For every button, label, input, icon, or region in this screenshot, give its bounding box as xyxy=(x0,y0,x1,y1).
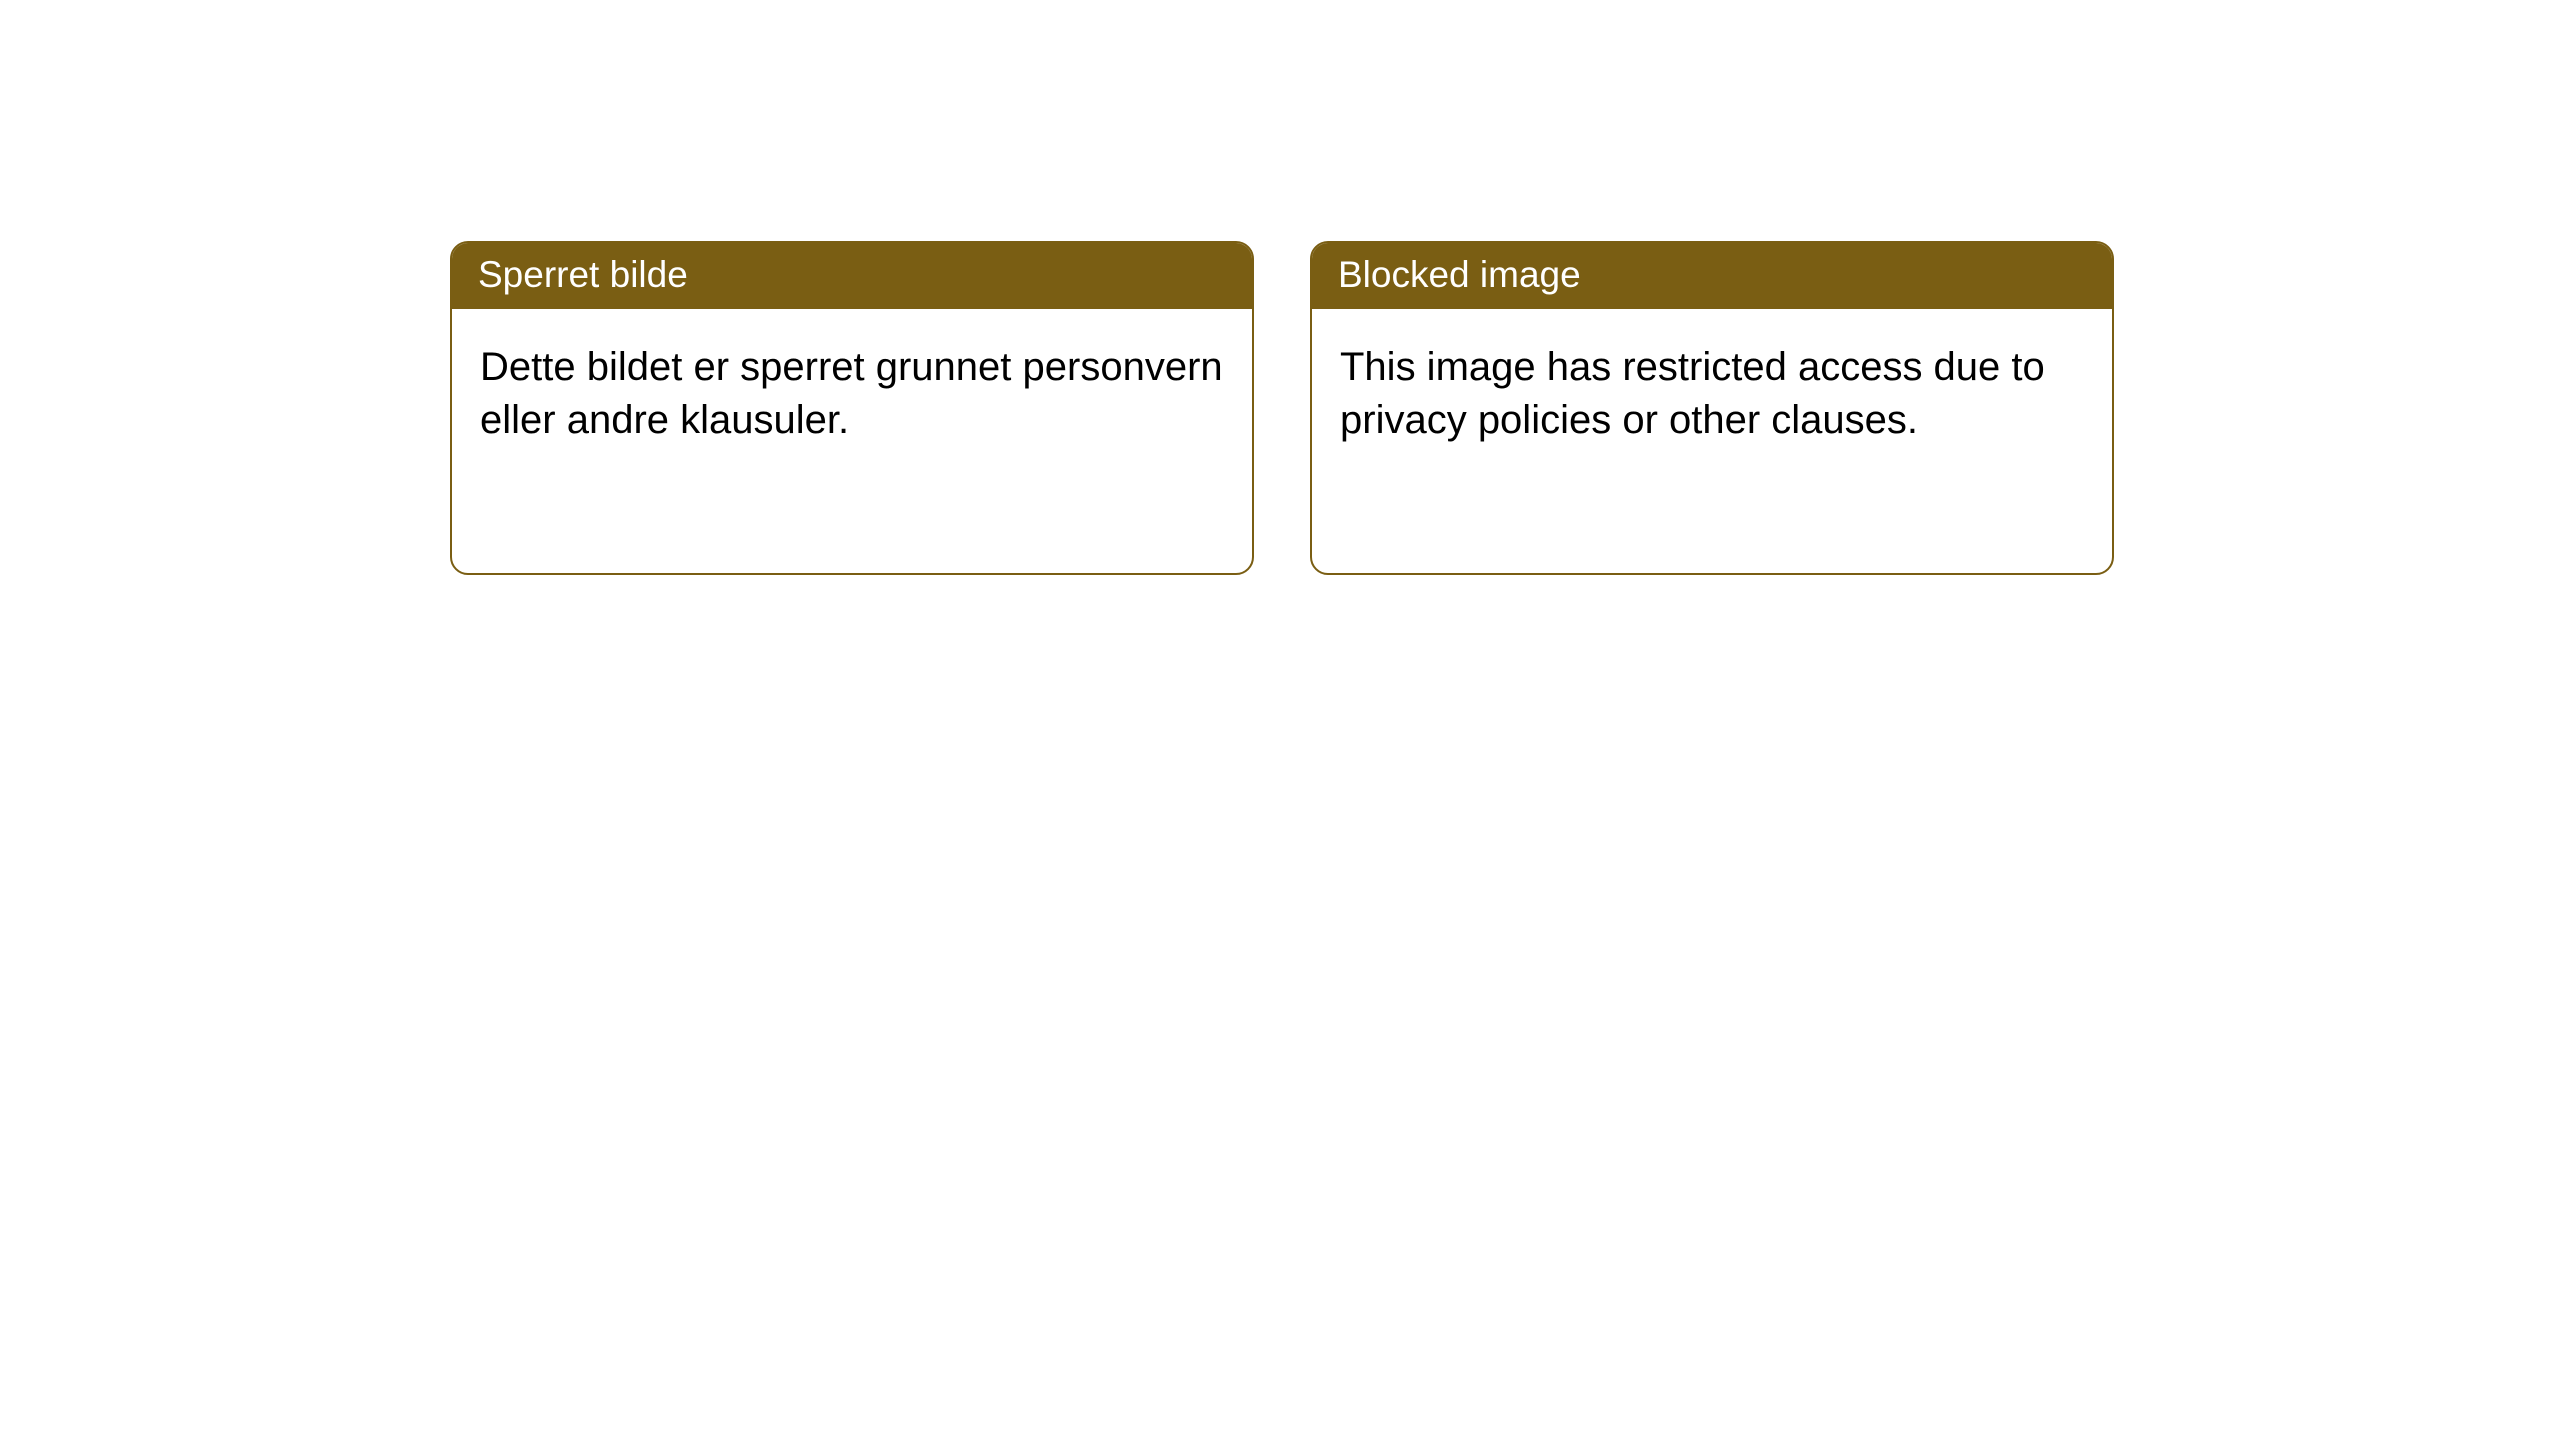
notice-title: Blocked image xyxy=(1312,243,2112,309)
notice-card-english: Blocked image This image has restricted … xyxy=(1310,241,2114,575)
notice-card-norwegian: Sperret bilde Dette bildet er sperret gr… xyxy=(450,241,1254,575)
notice-title: Sperret bilde xyxy=(452,243,1252,309)
notice-body: Dette bildet er sperret grunnet personve… xyxy=(452,309,1252,479)
notice-body: This image has restricted access due to … xyxy=(1312,309,2112,479)
notice-container: Sperret bilde Dette bildet er sperret gr… xyxy=(0,0,2560,575)
